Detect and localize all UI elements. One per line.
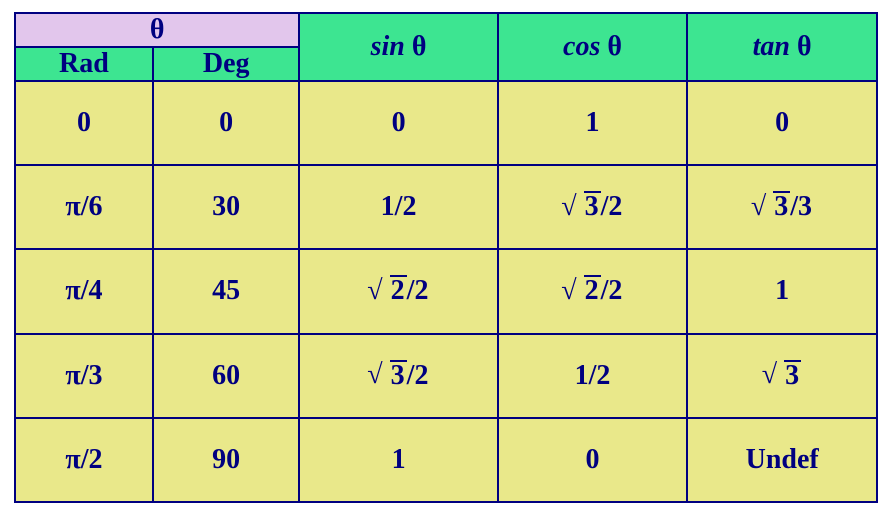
cell-tan: 0 xyxy=(687,81,877,165)
cell-rad: π/3 xyxy=(15,334,153,418)
cell-tan: 3/3 xyxy=(687,165,877,249)
col-header-cos: cos θ xyxy=(498,13,688,81)
header-row-1: θ sin θ cos θ tan θ xyxy=(15,13,877,47)
table-body: 00010π/6301/23/23/3π/4452/22/21π/3603/21… xyxy=(15,81,877,502)
table-row: π/29010Undef xyxy=(15,418,877,502)
cell-cos: 3/2 xyxy=(498,165,688,249)
cell-cos: 1/2 xyxy=(498,334,688,418)
cell-deg: 90 xyxy=(153,418,300,502)
col-header-sin: sin θ xyxy=(299,13,497,81)
cell-deg: 45 xyxy=(153,249,300,333)
table-row: 00010 xyxy=(15,81,877,165)
trig-values-table: θ sin θ cos θ tan θ Rad Deg 00010π/6301/… xyxy=(14,12,878,503)
cell-sin: 1/2 xyxy=(299,165,497,249)
cell-tan: Undef xyxy=(687,418,877,502)
col-header-deg: Deg xyxy=(153,47,300,81)
theta-header: θ xyxy=(15,13,299,47)
cell-cos: 0 xyxy=(498,418,688,502)
cell-sin: 0 xyxy=(299,81,497,165)
cell-rad: π/6 xyxy=(15,165,153,249)
table-row: π/3603/21/23 xyxy=(15,334,877,418)
cell-cos: 1 xyxy=(498,81,688,165)
theta-symbol: θ xyxy=(150,14,165,45)
cell-rad: 0 xyxy=(15,81,153,165)
cell-sin: 3/2 xyxy=(299,334,497,418)
cell-rad: π/2 xyxy=(15,418,153,502)
cell-deg: 30 xyxy=(153,165,300,249)
cell-sin: 2/2 xyxy=(299,249,497,333)
cell-deg: 0 xyxy=(153,81,300,165)
cell-tan: 3 xyxy=(687,334,877,418)
cell-deg: 60 xyxy=(153,334,300,418)
col-header-rad: Rad xyxy=(15,47,153,81)
cell-sin: 1 xyxy=(299,418,497,502)
cell-tan: 1 xyxy=(687,249,877,333)
col-header-tan: tan θ xyxy=(687,13,877,81)
table-row: π/4452/22/21 xyxy=(15,249,877,333)
cell-rad: π/4 xyxy=(15,249,153,333)
cell-cos: 2/2 xyxy=(498,249,688,333)
table-row: π/6301/23/23/3 xyxy=(15,165,877,249)
